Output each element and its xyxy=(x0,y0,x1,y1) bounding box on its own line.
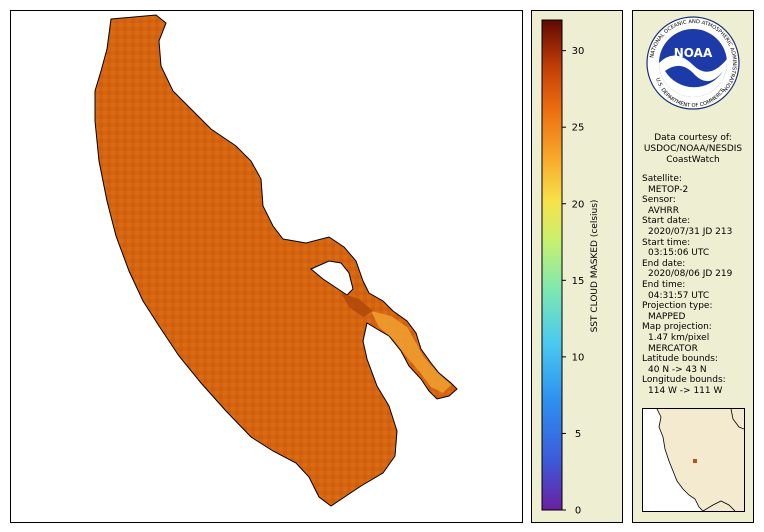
locator-map-icon xyxy=(642,408,745,512)
meta-label: End time: xyxy=(642,279,686,290)
meta-value: 04:31:57 UTC xyxy=(648,290,710,301)
meta-label: Start date: xyxy=(642,216,691,227)
map-panel xyxy=(10,10,523,523)
meta-value: METOP-2 xyxy=(648,184,689,195)
meta-value: 1.47 km/pixel MERCATOR xyxy=(648,332,710,354)
colorbar-ticks: 30 25 20 15 10 5 0 xyxy=(562,46,585,517)
meta-label: Satellite: xyxy=(642,174,682,184)
meta-value: 114 W -> 111 W xyxy=(648,385,723,396)
tick-label: 5 xyxy=(575,429,581,440)
tick-label: 0 xyxy=(575,506,581,517)
info-panel: NOAA NATIONAL OCEANIC AND ATMOSPHERIC AD… xyxy=(632,10,754,523)
meta-label: Projection type: xyxy=(642,301,713,312)
meta-label: Start time: xyxy=(642,237,691,248)
tick-label: 10 xyxy=(572,352,585,363)
east-arm-warm-band xyxy=(371,311,451,393)
meta-value: 40 N -> 43 N xyxy=(648,364,707,375)
credit-line-3: CoastWatch xyxy=(666,155,720,165)
credit-line-1: Data courtesy of: xyxy=(654,133,732,143)
meta-value: 03:15:06 UTC xyxy=(648,248,710,259)
noaa-seal-icon: NOAA NATIONAL OCEANIC AND ATMOSPHERIC AD… xyxy=(646,16,740,110)
meta-label: Longitude bounds: xyxy=(642,375,726,386)
colorbar xyxy=(541,19,563,511)
island xyxy=(310,260,354,296)
meta-value: 2020/07/31 JD 213 xyxy=(648,226,733,237)
meta-value: 2020/08/06 JD 219 xyxy=(648,269,733,280)
noaa-logo-text: NOAA xyxy=(674,46,713,60)
tick-label: 20 xyxy=(572,199,585,210)
location-marker xyxy=(693,459,697,463)
legend-panel: 30 25 20 15 10 5 0 SST CLOUD MASKED (celsius) xyxy=(531,10,623,523)
meta-value: AVHRR xyxy=(648,205,680,216)
legend-title: SST CLOUD MASKED (celsius) xyxy=(590,200,600,333)
meta-label: Latitude bounds: xyxy=(642,354,718,365)
credit-line-2: USDOC/NOAA/NESDIS xyxy=(643,144,743,154)
meta-label: End date: xyxy=(642,258,686,269)
meta-label: Map projection: xyxy=(642,322,712,333)
tick-label: 15 xyxy=(572,276,585,287)
tick-label: 25 xyxy=(572,123,585,134)
metadata-list: Satellite: METOP-2 Sensor: AVHRR Start date:… xyxy=(642,174,732,396)
meta-label: Sensor: xyxy=(642,195,676,206)
lake-body xyxy=(94,14,458,507)
meta-value: MAPPED xyxy=(648,311,686,322)
sst-map xyxy=(94,14,458,507)
color-scale: 30 25 20 15 10 5 0 SST CLOUD MASKED (celsius) xyxy=(541,19,600,517)
tick-label: 30 xyxy=(572,46,585,57)
